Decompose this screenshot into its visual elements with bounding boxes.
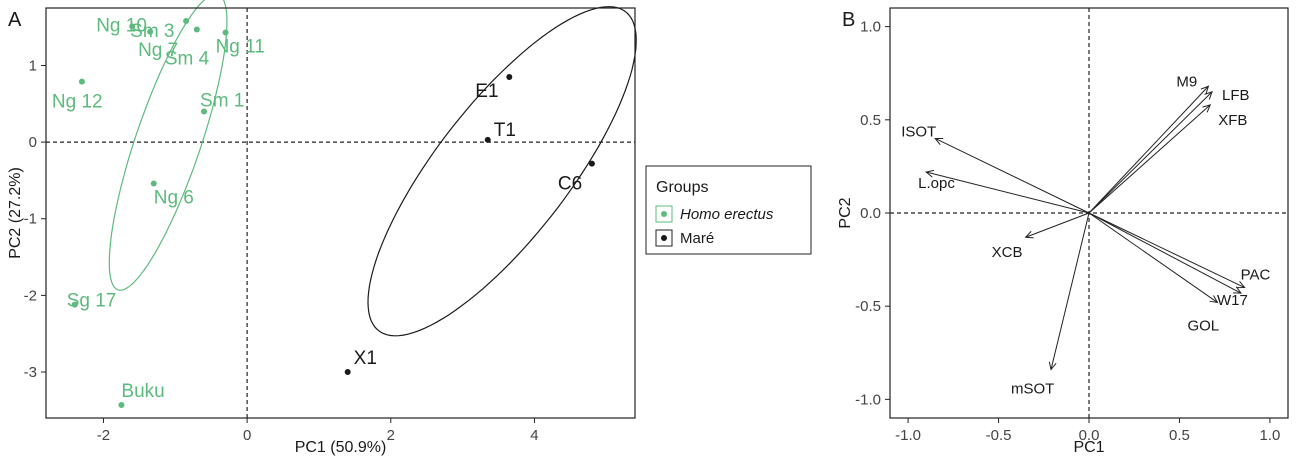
point-ng-10 (129, 23, 136, 30)
ellipse-1 (367, 6, 637, 337)
point-x1 (344, 369, 351, 376)
y-tick-label: 1 (29, 57, 37, 74)
point-label: Sm 3 (130, 21, 174, 42)
loading-arrow (1025, 212, 1090, 238)
point-t1 (484, 136, 491, 143)
y-axis-label: PC2 (837, 197, 854, 228)
loading-arrow (1088, 91, 1213, 214)
arrow-head (1204, 91, 1213, 100)
y-tick-label: -2 (24, 287, 37, 304)
x-tick-label: -2 (97, 427, 110, 444)
x-tick-label: 0.5 (1169, 427, 1190, 444)
arrow-label: mSOT (1011, 381, 1054, 398)
point-label: Ng 6 (154, 187, 194, 208)
legend-item-label: Homo erectus (680, 206, 774, 223)
arrow-label: M9 (1176, 73, 1197, 90)
x-tick-label: 2 (387, 427, 395, 444)
arrow-head (1202, 104, 1212, 113)
x-tick-label: 4 (530, 427, 538, 444)
panel-b-tag: B (842, 9, 855, 31)
arrow-head (1200, 85, 1210, 95)
loading-arrow (1088, 212, 1245, 288)
legend-box (645, 165, 812, 255)
arrow-label: PAC (1241, 267, 1271, 284)
loading-arrow (935, 138, 1090, 214)
y-tick-label: -1 (24, 211, 37, 228)
arrow-head (1209, 295, 1219, 304)
point-ng-6 (150, 180, 157, 187)
point-e1 (506, 73, 513, 80)
arrow-head (934, 137, 944, 146)
point-label: Ng 11 (216, 37, 265, 58)
point-label: E1 (475, 81, 498, 102)
y-axis-label: PC2 (27.2%) (7, 167, 24, 259)
point-sg-17 (71, 301, 78, 308)
point-label: T1 (494, 120, 516, 141)
legend-key-dot (661, 211, 667, 217)
legend-key-dot (661, 235, 667, 241)
arrow-label: GOL (1187, 317, 1219, 334)
arrow-head (1236, 280, 1246, 289)
ellipse-0 (108, 0, 228, 291)
arrow-label: LFB (1222, 87, 1250, 104)
point-ng-11 (222, 29, 229, 36)
point-ng-12 (78, 78, 85, 85)
x-tick-label: 0.0 (1079, 427, 1100, 444)
point-c6 (588, 160, 595, 167)
x-tick-label: 0 (243, 427, 251, 444)
y-tick-label: -0.5 (855, 298, 881, 315)
point-label: Sm 4 (165, 48, 210, 69)
arrow-head (925, 169, 935, 178)
point-sm-3 (147, 28, 154, 35)
y-tick-label: 1.0 (860, 19, 881, 36)
arrow-label: XFB (1218, 112, 1247, 129)
point-ng-7 (183, 18, 190, 25)
y-tick-label: 0.5 (860, 112, 881, 129)
arrow-label: W17 (1217, 292, 1248, 309)
x-axis-label: PC1 (1073, 439, 1104, 456)
arrow-label: XCB (992, 244, 1023, 261)
plot-frame-a (45, 7, 636, 419)
x-tick-label: -0.5 (986, 427, 1012, 444)
loading-arrow (1088, 212, 1218, 303)
x-tick-label: 1.0 (1259, 427, 1280, 444)
point-label: Sm 1 (200, 90, 244, 111)
point-label: Sg 17 (67, 291, 117, 312)
arrow-head (1048, 361, 1057, 371)
legend: Groups Homo erectus Maré (645, 165, 812, 255)
point-label: Ng 7 (138, 40, 178, 61)
point-label: C6 (558, 174, 582, 195)
loading-arrow (1088, 85, 1209, 214)
point-buku (118, 401, 125, 408)
arrow-head (1232, 286, 1242, 294)
y-tick-label: -1.0 (855, 391, 881, 408)
panel-b: B M9 LFB XFB ISOT L.opc XCB PAC W17 GOL mSOT -1.0 -1… (837, 7, 1289, 456)
arrow-label: ISOT (901, 123, 936, 140)
loading-arrow (1088, 104, 1211, 214)
loading-arrow (1088, 212, 1242, 294)
x-tick-label: -1.0 (895, 427, 921, 444)
y-tick-label: 0.0 (860, 205, 881, 222)
panel-a-tag: A (8, 9, 22, 31)
point-sm-4 (193, 26, 200, 33)
point-sm-1 (201, 108, 208, 115)
point-label: Buku (121, 381, 164, 402)
x-axis-label: PC1 (50.9%) (295, 439, 387, 456)
arrow-label: L.opc (918, 175, 955, 192)
legend-title: Groups (656, 179, 708, 196)
y-tick-label: 0 (29, 134, 37, 151)
legend-item-label: Maré (680, 230, 714, 247)
point-label: Ng 12 (52, 92, 103, 113)
loading-arrow (926, 171, 1090, 214)
loading-arrow (1050, 212, 1090, 370)
y-tick-label: -3 (24, 364, 37, 381)
point-label: Ng 10 (96, 15, 147, 36)
point-label: X1 (354, 348, 377, 369)
arrow-head (1024, 231, 1034, 239)
